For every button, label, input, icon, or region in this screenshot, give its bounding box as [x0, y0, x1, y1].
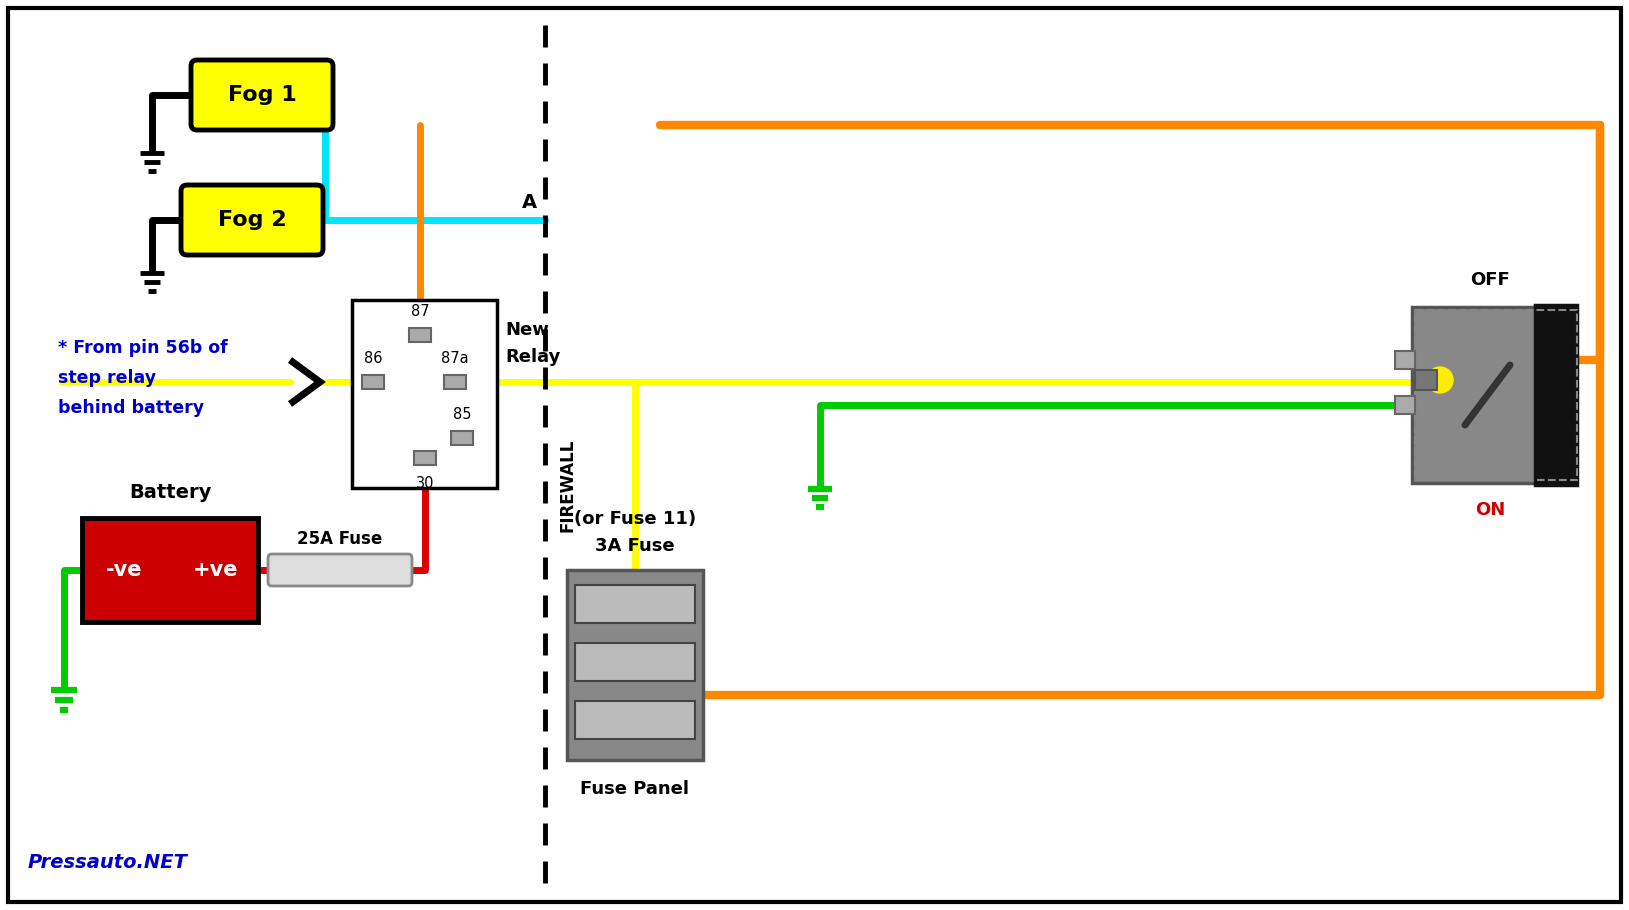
FancyBboxPatch shape [181, 185, 323, 255]
Text: -ve: -ve [106, 560, 142, 580]
Text: (or Fuse 11): (or Fuse 11) [573, 510, 696, 528]
Text: OFF: OFF [1469, 271, 1510, 289]
Bar [414, 451, 437, 465]
Text: Fuse Panel: Fuse Panel [580, 780, 689, 798]
Bar [451, 431, 472, 445]
Text: * From pin 56b of: * From pin 56b of [59, 339, 228, 357]
Text: 86: 86 [363, 351, 383, 366]
Bar [81, 518, 257, 622]
Text: step relay: step relay [59, 369, 156, 387]
Text: New: New [505, 321, 549, 339]
Bar [1394, 396, 1416, 414]
Text: 3A Fuse: 3A Fuse [595, 537, 674, 555]
Text: 87: 87 [411, 304, 430, 319]
Text: 85: 85 [453, 407, 471, 422]
Bar [362, 375, 384, 389]
Bar [1416, 370, 1437, 390]
Bar [575, 701, 696, 739]
Bar [1394, 351, 1416, 369]
Bar [567, 570, 704, 760]
FancyBboxPatch shape [269, 554, 412, 586]
Text: +ve: +ve [194, 560, 239, 580]
Bar [575, 643, 696, 681]
Circle shape [1427, 367, 1453, 393]
Text: 87a: 87a [441, 351, 469, 366]
Text: 25A Fuse: 25A Fuse [298, 530, 383, 548]
Bar [1535, 305, 1577, 485]
FancyBboxPatch shape [191, 60, 332, 130]
Text: ON: ON [1474, 501, 1505, 519]
Text: A: A [521, 193, 538, 211]
Text: 30: 30 [415, 476, 435, 491]
Bar [1416, 310, 1577, 480]
Bar [445, 375, 466, 389]
Text: FIREWALL: FIREWALL [559, 439, 577, 531]
Bar [352, 300, 497, 488]
Text: Fog 2: Fog 2 [218, 210, 287, 230]
Text: Battery: Battery [129, 483, 212, 502]
Text: behind battery: behind battery [59, 399, 204, 417]
Bar [409, 328, 432, 342]
Text: Fog 1: Fog 1 [228, 85, 296, 105]
Bar [575, 585, 696, 623]
Text: Relay: Relay [505, 348, 560, 366]
FancyBboxPatch shape [1412, 307, 1538, 483]
Text: Pressauto.NET: Pressauto.NET [28, 853, 187, 872]
